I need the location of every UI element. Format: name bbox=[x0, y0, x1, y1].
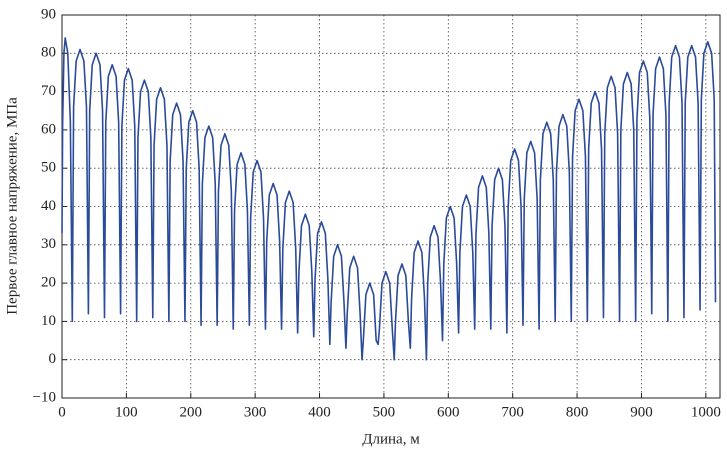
y-axis-label: Первое главное напряжение, МПа bbox=[4, 97, 20, 315]
y-tick-label: 80 bbox=[41, 45, 56, 61]
y-tick-label: 0 bbox=[49, 351, 57, 367]
x-tick-label: 100 bbox=[115, 404, 138, 420]
y-tick-label: 40 bbox=[41, 198, 56, 214]
x-tick-label: 0 bbox=[58, 404, 66, 420]
x-tick-label: 300 bbox=[244, 404, 267, 420]
y-tick-label: 10 bbox=[41, 313, 56, 329]
x-tick-label: 900 bbox=[630, 404, 653, 420]
y-tick-label: −10 bbox=[33, 389, 56, 405]
y-tick-label: 50 bbox=[41, 160, 56, 176]
data-line bbox=[61, 37, 717, 361]
x-tick-label: 1000 bbox=[691, 404, 721, 420]
x-tick-label: 600 bbox=[437, 404, 460, 420]
x-tick-label: 800 bbox=[566, 404, 589, 420]
y-tick-label: 70 bbox=[41, 83, 56, 99]
y-tick-label: 60 bbox=[41, 121, 56, 137]
x-tick-label: 500 bbox=[373, 404, 396, 420]
x-axis-label: Длина, м bbox=[362, 431, 420, 447]
y-tick-label: 90 bbox=[41, 6, 56, 22]
x-tick-label: 700 bbox=[501, 404, 524, 420]
y-tick-label: 30 bbox=[41, 236, 56, 252]
x-tick-label: 400 bbox=[308, 404, 331, 420]
x-tick-label: 200 bbox=[180, 404, 203, 420]
y-tick-label: 20 bbox=[41, 275, 56, 291]
